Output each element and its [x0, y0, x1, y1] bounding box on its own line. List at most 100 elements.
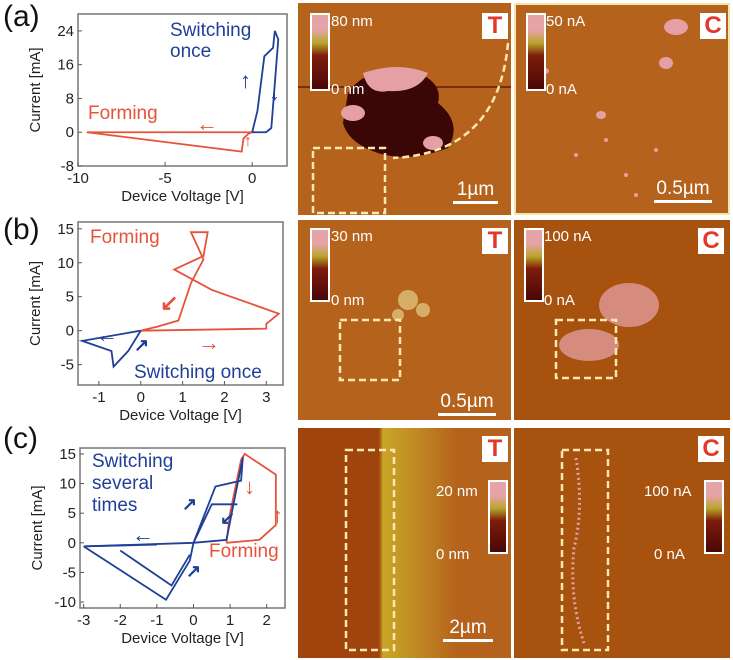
x-tick-label: -1	[92, 389, 105, 406]
arrow-right-icon	[198, 332, 220, 354]
x-tick-label: -3	[77, 612, 90, 629]
switching-label-a: Switching once	[170, 20, 252, 62]
series-line-forming	[140, 231, 281, 332]
afm-current-b: 100 nA 0 nA C	[514, 220, 730, 420]
scale-bar: 0.5µm	[438, 391, 496, 416]
x-axis-label: Device Voltage [V]	[119, 407, 242, 424]
x-tick-label: -10	[67, 170, 89, 187]
x-axis-label: Device Voltage [V]	[121, 188, 244, 205]
series-line-forming	[86, 131, 256, 153]
arrow-up-icon	[272, 505, 283, 527]
scale-bar: 2µm	[443, 617, 493, 642]
arrow-up-right-icon	[134, 336, 149, 354]
colorbar	[704, 480, 724, 554]
colorbar-max: 100 nA	[544, 228, 592, 245]
x-tick-label: 2	[263, 612, 271, 629]
colorbar-min: 0 nm	[436, 546, 470, 563]
current-badge: C	[700, 13, 726, 39]
plot-frame	[79, 447, 286, 609]
arrow-down-icon	[269, 82, 280, 104]
arrow-up-right-icon	[186, 562, 201, 580]
y-tick-label: 10	[57, 255, 74, 272]
x-axis-label: Device Voltage [V]	[121, 630, 244, 647]
colorbar	[310, 228, 330, 302]
y-axis-label: Current [mA]	[27, 261, 44, 346]
panel-label-b: (b)	[3, 213, 40, 246]
x-tick-label: -2	[114, 612, 127, 629]
y-tick-label: 15	[59, 446, 76, 463]
colorbar	[310, 13, 330, 91]
colorbar	[524, 228, 544, 302]
colorbar-max: 50 nA	[546, 13, 586, 30]
arrow-left-icon	[96, 324, 118, 346]
x-tick-label: 1	[226, 612, 234, 629]
current-badge: C	[698, 228, 724, 254]
y-tick-label: 0	[66, 124, 74, 141]
series-line-switching-once	[251, 30, 280, 134]
colorbar	[526, 13, 546, 91]
panel-label-c: (c)	[3, 422, 38, 455]
colorbar-min: 0 nA	[654, 546, 685, 563]
switching-label-c: Switching several times	[92, 451, 174, 516]
forming-label-b: Forming	[90, 227, 160, 248]
x-tick-label: 0	[248, 170, 256, 187]
colorbar-max: 100 nA	[644, 483, 692, 500]
arrow-down-left-icon	[160, 292, 178, 314]
topography-badge: T	[482, 436, 508, 462]
x-tick-label: -5	[158, 170, 171, 187]
topography-badge: T	[482, 13, 508, 39]
x-tick-label: 0	[137, 389, 145, 406]
arrow-up-right-icon	[182, 495, 197, 513]
forming-label-a: Forming	[88, 103, 158, 124]
afm-current-c: 100 nA 0 nA C	[514, 428, 730, 658]
panel-label-a: (a)	[3, 0, 40, 33]
y-axis-label: Current [mA]	[27, 47, 44, 132]
colorbar-min: 0 nm	[331, 81, 365, 98]
scale-bar: 1µm	[453, 179, 498, 204]
plot-frame	[77, 221, 284, 386]
x-tick-label: 2	[220, 389, 228, 406]
arrow-up-icon	[244, 134, 252, 150]
series-line-switching-several-times	[83, 542, 195, 601]
colorbar-min: 0 nA	[546, 81, 577, 98]
y-tick-label: 0	[66, 323, 74, 340]
afm-topography-b: 30 nm 0 nm T 0.5µm	[298, 220, 511, 420]
y-tick-label: -10	[54, 594, 76, 611]
colorbar-max: 30 nm	[331, 228, 373, 245]
y-tick-label: 24	[57, 23, 74, 40]
y-tick-label: 16	[57, 57, 74, 74]
topography-badge: T	[482, 228, 508, 254]
colorbar-min: 0 nA	[544, 292, 575, 309]
arrow-left-icon	[196, 113, 218, 135]
x-tick-label: 0	[189, 612, 197, 629]
plot-frame	[77, 13, 288, 167]
y-tick-label: -5	[61, 357, 74, 374]
current-badge: C	[698, 436, 724, 462]
y-axis-label: Current [mA]	[29, 485, 46, 570]
y-tick-label: 5	[68, 505, 76, 522]
y-tick-label: 10	[59, 476, 76, 493]
series-line-switching-several-times	[119, 549, 191, 587]
forming-label-c: Forming	[209, 541, 279, 562]
x-tick-label: 3	[262, 389, 270, 406]
switching-label-b: Switching once	[134, 362, 262, 383]
x-tick-label: 1	[178, 389, 186, 406]
series-line-switching-once	[78, 329, 142, 369]
y-tick-label: 8	[66, 90, 74, 107]
arrow-up-icon	[240, 70, 251, 92]
scale-bar: 0.5µm	[654, 178, 712, 203]
colorbar-min: 0 nm	[331, 292, 365, 309]
afm-current-a: 50 nA 0 nA C 0.5µm	[514, 3, 730, 215]
series-line-switching-several-times	[192, 503, 238, 544]
arrow-down-icon	[244, 476, 255, 498]
y-tick-label: -5	[63, 564, 76, 581]
y-tick-label: 15	[57, 221, 74, 238]
y-tick-label: -8	[61, 158, 74, 175]
afm-topography-c: 20 nm 0 nm T 2µm	[298, 428, 511, 658]
y-tick-label: 5	[66, 289, 74, 306]
colorbar	[488, 480, 508, 554]
arrow-left-icon	[132, 524, 154, 546]
afm-topography-a: 80 nm 0 nm T 1µm	[298, 3, 511, 215]
colorbar-max: 20 nm	[436, 483, 478, 500]
